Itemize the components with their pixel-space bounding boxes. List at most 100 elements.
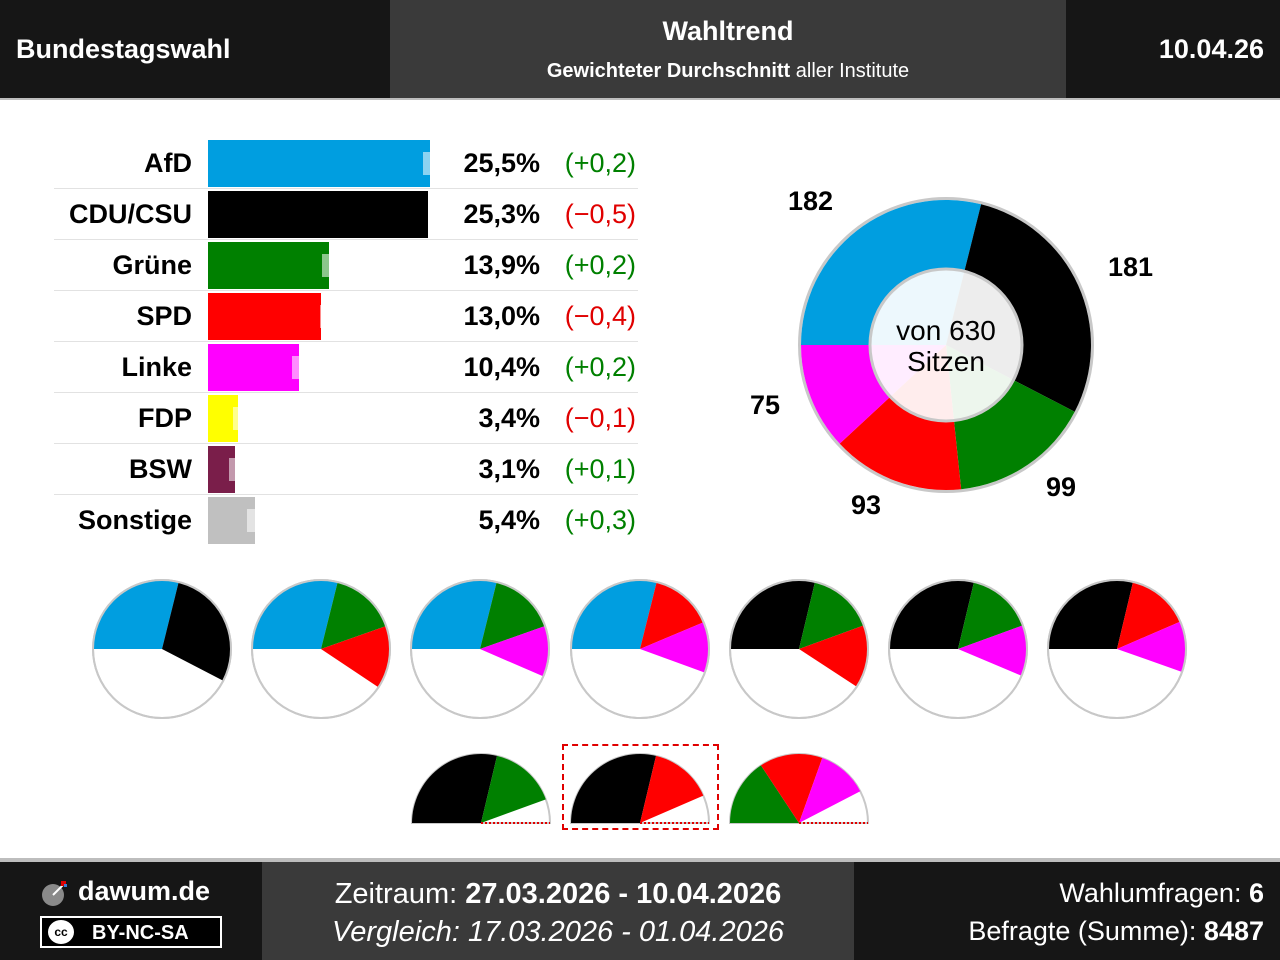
- coalition-slice: [1117, 621, 1186, 672]
- compare-period: Vergleich: 17.03.2026 - 01.04.2026: [332, 916, 784, 948]
- coalition-slice: [93, 580, 179, 649]
- seat-label-cdu-csu: 181: [1108, 252, 1154, 282]
- footer-period-panel: Zeitraum: 27.03.2026 - 10.04.2026 Vergle…: [262, 862, 854, 960]
- seat-distribution: von 630 Sitzen 182 181 99 93 75: [720, 170, 1180, 530]
- party-name: Grüne: [112, 250, 192, 280]
- donut-outer-ring: [798, 197, 1094, 493]
- previous-value-marker: [229, 458, 240, 481]
- cc-icon: cc: [48, 920, 74, 944]
- party-bar: [208, 344, 299, 391]
- coalition-slice: [412, 754, 498, 823]
- coalition-slice: [321, 626, 390, 688]
- party-value: 25,3%: [463, 199, 540, 229]
- header: Bundestagswahl Wahltrend Gewichteter Dur…: [0, 0, 1280, 100]
- coalition-chart-cducsu-spd: [569, 753, 711, 824]
- party-value: 13,0%: [463, 301, 540, 331]
- coalition-chart-afd-grne-linke: [410, 579, 550, 719]
- party-name: SPD: [136, 301, 192, 331]
- footer-divider: [0, 858, 1280, 862]
- page-subtitle: Gewichteter Durchschnitt aller Institute: [390, 60, 1066, 83]
- party-row-gr-ne: Grüne 13,9% (+0,2): [54, 240, 638, 291]
- party-row-fdp: FDP 3,4% (−0,1): [54, 393, 638, 444]
- party-name: AfD: [144, 148, 192, 178]
- period-value: 27.03.2026 - 10.04.2026: [465, 878, 782, 910]
- coalition-chart-grne-spd-linke: [728, 753, 870, 824]
- header-right-panel: 10.04.26: [1066, 0, 1280, 98]
- party-change: (−0,1): [564, 403, 636, 433]
- poll-count: Wahlumfragen: 6: [1059, 878, 1264, 909]
- party-name: CDU/CSU: [68, 199, 192, 229]
- coalition-chart-cducsu-grne-spd: [729, 579, 869, 719]
- respondents-label: Befragte (Summe):: [968, 916, 1204, 946]
- donut-center-label: von 630: [896, 315, 996, 346]
- coalition-slice: [730, 580, 816, 649]
- seat-label-afd: 182: [788, 186, 834, 216]
- previous-value-marker: [319, 305, 330, 328]
- party-value: 25,5%: [463, 148, 540, 178]
- site-name[interactable]: dawum.de: [78, 876, 211, 906]
- party-bar: [208, 191, 429, 238]
- subtitle-rest: aller Institute: [790, 60, 910, 82]
- polls-label: Wahlumfragen:: [1059, 878, 1249, 908]
- previous-value-marker: [247, 509, 258, 532]
- coalition-slice: [571, 580, 657, 649]
- coalition-slice: [640, 755, 704, 823]
- respondents-value: 8487: [1203, 916, 1264, 946]
- seat-label-linke: 75: [750, 390, 781, 420]
- party-name: Linke: [121, 352, 192, 382]
- party-row-afd: AfD 25,5% (+0,2): [54, 138, 638, 189]
- coalition-chart-cducsu-grne: [410, 753, 552, 824]
- coalition-slice: [480, 626, 549, 677]
- coalition-slice: [481, 755, 546, 823]
- party-name: FDP: [138, 403, 192, 433]
- party-bar: [208, 293, 322, 340]
- footer: dawum.de cc BY-NC-SA Zeitraum: 27.03.202…: [0, 858, 1280, 960]
- coalition-slice: [760, 754, 823, 823]
- page-title: Wahltrend: [662, 16, 794, 46]
- highlight-frame: [562, 744, 719, 830]
- party-change: (+0,3): [564, 505, 636, 535]
- party-bar: [208, 395, 238, 442]
- election-name: Bundestagswahl: [16, 34, 231, 64]
- dawum-logo-icon: [42, 881, 67, 906]
- party-change: (+0,2): [564, 250, 636, 280]
- coalition-slice: [799, 625, 868, 687]
- donut-center-label: Sitzen: [907, 346, 985, 377]
- license-badge[interactable]: cc BY-NC-SA: [40, 916, 222, 948]
- date-label: 10.04.26: [1158, 34, 1264, 64]
- subtitle-bold: Gewichteter Durchschnitt: [546, 60, 791, 82]
- party-change: (+0,2): [564, 148, 636, 178]
- coalition-slice: [1048, 580, 1134, 649]
- party-change: (−0,5): [564, 199, 636, 229]
- coalition-chart-cducsu-spd-linke: [1047, 579, 1187, 719]
- header-divider: [0, 98, 1280, 100]
- party-change: (+0,1): [564, 454, 636, 484]
- previous-value-marker: [423, 152, 434, 175]
- license-text: BY-NC-SA: [92, 922, 189, 944]
- results-bar-chart: AfD 25,5% (+0,2) CDU/CSU 25,3% (−0,5) Grüne 13,…: [54, 138, 638, 546]
- coalition-slice: [799, 581, 864, 649]
- coalition-slice: [252, 580, 338, 649]
- coalition-slice: [640, 582, 704, 649]
- coalition-chart-afd-spd-linke: [570, 579, 710, 719]
- previous-value-marker: [322, 254, 333, 277]
- coalition-slice: [162, 582, 232, 681]
- party-bar: [208, 140, 430, 187]
- coalition-slice: [730, 765, 799, 823]
- coalition-slice: [321, 582, 387, 649]
- party-bar: [208, 242, 329, 289]
- coalition-slice: [799, 758, 861, 823]
- seat-label-spd: 93: [851, 490, 882, 520]
- party-value: 10,4%: [463, 352, 540, 382]
- party-row-sonstige: Sonstige 5,4% (+0,3): [54, 495, 638, 546]
- party-value: 3,1%: [478, 454, 540, 484]
- coalition-slice: [480, 582, 546, 649]
- polls-value: 6: [1248, 878, 1264, 908]
- period: Zeitraum: 27.03.2026 - 10.04.2026: [262, 878, 854, 911]
- coalition-slice: [958, 581, 1023, 649]
- party-row-cdu-csu: CDU/CSU 25,3% (−0,5): [54, 189, 638, 240]
- header-left-panel: Bundestagswahl: [0, 0, 390, 98]
- previous-value-marker: [291, 356, 302, 379]
- period-label: Zeitraum:: [334, 878, 466, 910]
